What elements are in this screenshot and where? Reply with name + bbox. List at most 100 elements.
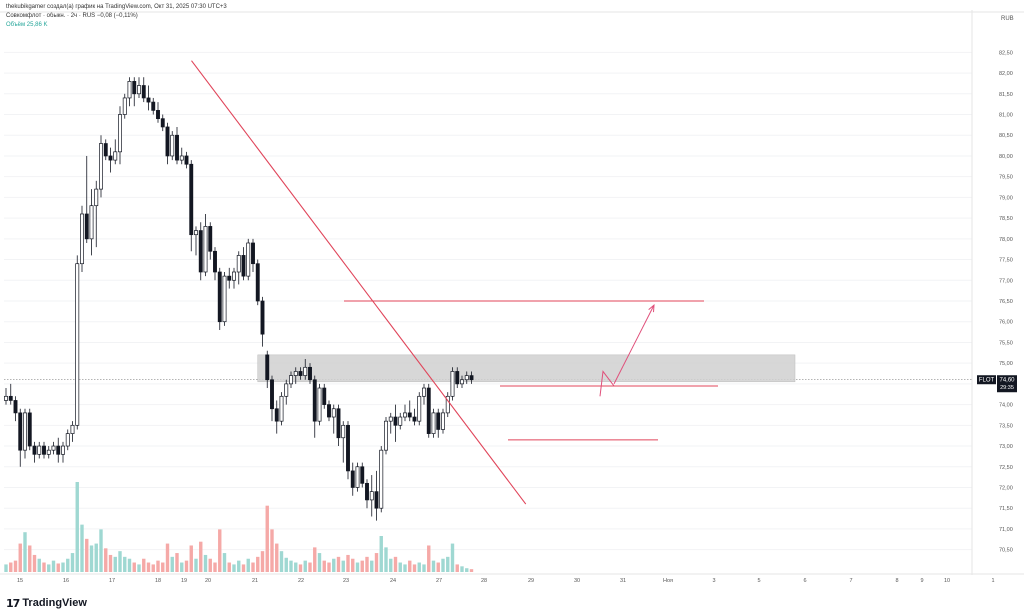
candle-body-0	[4, 395, 8, 401]
volume-bar-75	[360, 560, 364, 572]
downtrend-line	[191, 60, 527, 505]
x-tick-label-9: 24	[390, 578, 396, 584]
volume-bar-26	[127, 558, 132, 572]
candle-body-46	[222, 275, 227, 323]
volume-bar-71	[341, 560, 345, 572]
x-tick-label-12: 29	[528, 578, 534, 584]
candle-body-35	[170, 134, 175, 157]
y-tick-label-23: 71,00	[999, 527, 1013, 533]
candle-body-57	[274, 408, 279, 422]
volume-bar-4	[23, 532, 27, 572]
candle-body-79	[379, 449, 384, 509]
price-badge	[997, 375, 1017, 393]
volume-bar-44	[213, 562, 217, 572]
resistance-zone-rect	[257, 354, 796, 383]
volume-bar-32	[156, 560, 160, 572]
candle-body-50	[241, 255, 246, 277]
candle-body-95	[455, 371, 460, 385]
volume-bar-22	[108, 554, 113, 572]
volume-bar-30	[146, 562, 151, 572]
x-tick-label-16: 3	[712, 578, 715, 584]
volume-bar-80	[384, 547, 388, 572]
y-tick-label-8: 78,50	[999, 216, 1013, 222]
volume-bar-55	[265, 505, 269, 572]
volume-bar-15	[75, 482, 79, 572]
candle-body-6	[32, 445, 37, 455]
volume-bar-78	[374, 553, 379, 572]
x-tick-label-1: 16	[63, 578, 69, 584]
x-tick-label-21: 9	[920, 578, 923, 584]
candle-body-70	[336, 408, 341, 439]
candle-body-49	[236, 255, 241, 273]
candle-body-67	[322, 387, 327, 405]
candle-body-90	[431, 412, 436, 434]
candle-body-76	[365, 482, 369, 501]
x-tick-label-0: 15	[17, 578, 23, 584]
candle-body-84	[403, 412, 407, 418]
candle-body-36	[175, 134, 179, 161]
candle-body-41	[198, 230, 203, 273]
volume-bar-2	[13, 560, 18, 572]
volume-bar-58	[279, 551, 284, 572]
candle-body-51	[246, 242, 251, 277]
candle-body-1	[8, 395, 13, 401]
volume-bar-27	[132, 562, 136, 572]
candle-body-88	[422, 387, 426, 397]
volume-bar-62	[298, 564, 303, 572]
y-tick-label-20: 72,50	[999, 465, 1013, 471]
candle-body-98	[469, 375, 474, 381]
candle-body-23	[113, 151, 118, 161]
trend-drawings	[191, 60, 718, 505]
candle-body-10	[51, 445, 56, 451]
candle-body-48	[232, 271, 236, 281]
candle-body-92	[441, 412, 445, 430]
candle-body-40	[194, 230, 198, 236]
candle-body-13	[65, 433, 70, 447]
candle-body-2	[13, 400, 18, 414]
volume-bar-29	[142, 558, 146, 572]
volume-bar-83	[398, 562, 402, 572]
candle-body-71	[341, 424, 346, 439]
candle-body-16	[80, 213, 84, 265]
price-axis[interactable]: 82,50 82,00 81,50 81,00 80,50 80,00 79,50 79,00…	[999, 50, 1013, 553]
volume-bar-63	[303, 560, 307, 572]
volume-bar-82	[393, 556, 398, 572]
x-tick-label-15: Ноя	[663, 578, 673, 584]
x-tick-label-5: 20	[205, 578, 211, 584]
candle-body-20	[99, 143, 103, 190]
y-tick-label-1: 82,00	[999, 71, 1013, 77]
volume-bar-90	[431, 560, 436, 572]
volume-bar-10	[51, 560, 56, 572]
tradingview-logo[interactable]: 17 TradingView	[6, 596, 87, 610]
candle-body-17	[84, 213, 89, 240]
volume-bar-33	[161, 562, 165, 572]
candle-body-93	[445, 395, 450, 414]
volume-bars	[4, 482, 474, 572]
x-tick-label-8: 23	[343, 578, 349, 584]
volume-bar-9	[47, 564, 51, 572]
y-tick-label-17: 74,00	[999, 403, 1013, 409]
candle-body-55	[265, 354, 270, 381]
volume-bar-7	[37, 558, 41, 572]
volume-bar-47	[227, 562, 231, 572]
y-tick-label-12: 76,50	[999, 299, 1013, 305]
y-tick-label-11: 77,00	[999, 278, 1013, 284]
ticker-badge	[977, 375, 996, 385]
x-tick-label-2: 17	[109, 578, 115, 584]
volume-bar-12	[61, 562, 65, 572]
volume-bar-53	[256, 556, 260, 572]
volume-bar-88	[422, 564, 426, 572]
volume-bar-1	[9, 562, 13, 572]
volume-bar-13	[66, 558, 70, 572]
x-tick-label-23: 1	[991, 578, 994, 584]
candle-body-94	[450, 371, 455, 397]
volume-bar-42	[203, 554, 208, 572]
volume-bar-85	[408, 560, 412, 572]
volume-bar-43	[208, 558, 212, 572]
candle-body-27	[132, 81, 137, 95]
candle-body-38	[184, 155, 189, 165]
y-tick-label-22: 71,50	[999, 506, 1013, 512]
time-axis[interactable]: 15 16 17 18 19 20 21 22 23 24 27 28 29 30 31 Ноя 3 5 6 7 8 9 1…	[17, 578, 995, 584]
candle-body-18	[89, 205, 94, 240]
